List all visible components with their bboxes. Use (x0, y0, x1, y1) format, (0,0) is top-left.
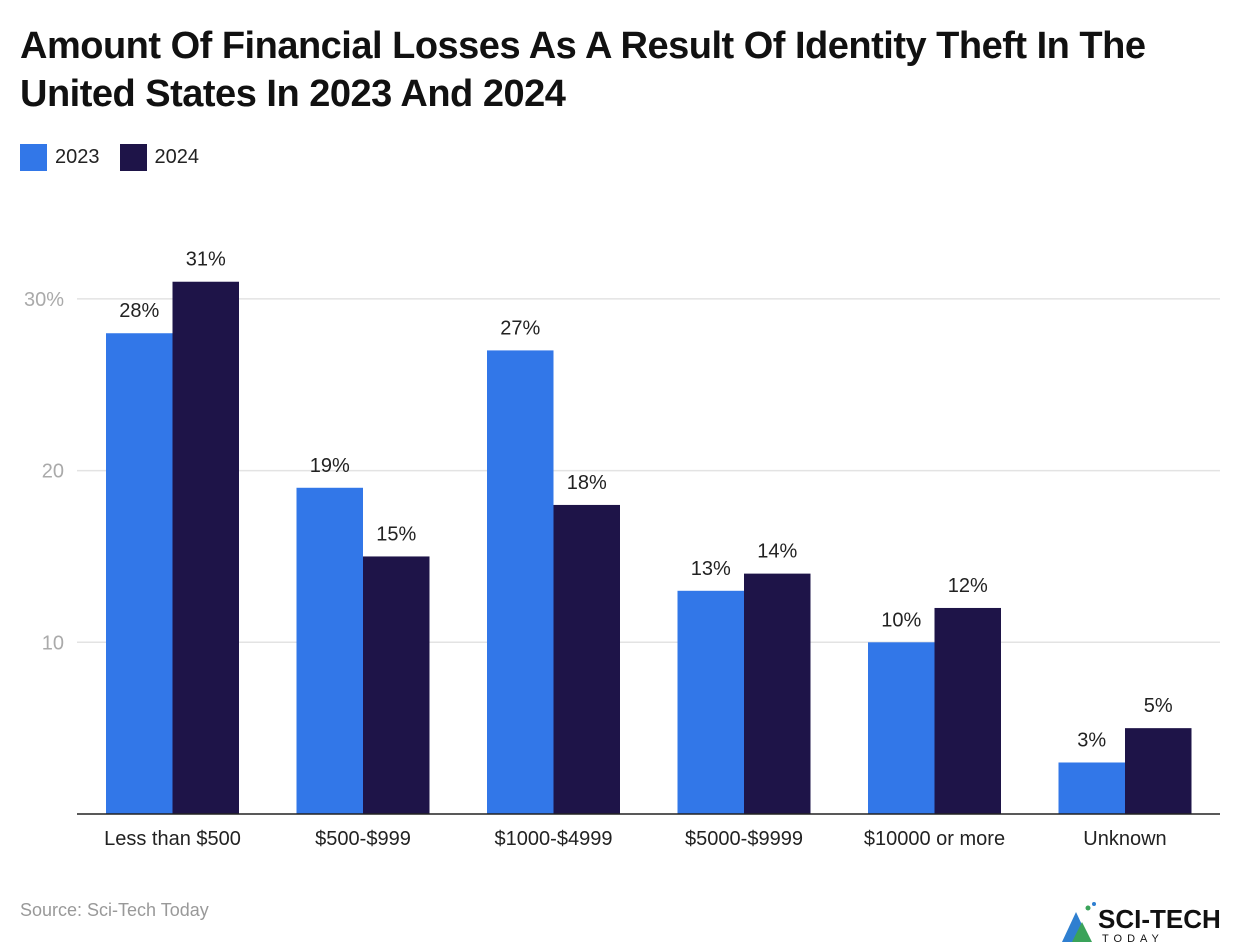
bar-2023 (868, 642, 935, 814)
x-tick-label: $1000-$4999 (495, 828, 613, 850)
data-label: 18% (567, 472, 607, 494)
x-tick-label: Less than $500 (104, 828, 241, 850)
data-label: 5% (1144, 695, 1173, 717)
bar-2024 (1125, 728, 1192, 814)
legend-swatch (119, 144, 147, 171)
bar-2023 (296, 487, 363, 814)
data-label: 13% (691, 558, 731, 580)
legend: 2023 2024 (20, 144, 199, 171)
y-tick-label: 20 (42, 461, 64, 483)
data-label: 19% (310, 455, 350, 477)
sci-tech-today-logo: SCI-TECH TODAY (1062, 902, 1221, 944)
bar-2024 (553, 504, 620, 814)
legend-label: 2023 (55, 146, 100, 168)
data-label: 28% (119, 300, 159, 322)
bar-2023 (487, 350, 554, 814)
bar-2024 (934, 607, 1001, 814)
bar-2023 (1058, 762, 1125, 814)
bar-2023 (677, 590, 744, 814)
data-label: 27% (500, 317, 540, 339)
data-label: 31% (186, 249, 226, 271)
bar-2024 (172, 281, 239, 815)
x-tick-label: Unknown (1083, 828, 1166, 850)
chart-title: Amount Of Financial Losses As A Result O… (20, 25, 1146, 115)
legend-item-2024: 2024 (119, 144, 200, 171)
bar-2024 (744, 573, 811, 814)
data-label: 14% (757, 541, 797, 563)
data-label: 15% (376, 523, 416, 545)
source-note: Source: Sci-Tech Today (20, 900, 209, 920)
data-label: 12% (948, 575, 988, 597)
x-tick-label: $10000 or more (864, 828, 1005, 850)
svg-text:TODAY: TODAY (1102, 933, 1164, 944)
legend-item-2023: 2023 (20, 144, 100, 171)
bar-2024 (363, 556, 430, 814)
legend-swatch (20, 144, 47, 171)
x-tick-label: $500-$999 (315, 828, 411, 850)
data-label: 10% (881, 609, 921, 631)
bar-2023 (106, 333, 173, 814)
y-tick-label: 30% (24, 289, 64, 311)
data-label: 3% (1077, 729, 1106, 751)
svg-text:SCI-TECH: SCI-TECH (1098, 904, 1221, 934)
y-tick-label: 10 (42, 632, 64, 654)
legend-label: 2024 (154, 146, 200, 168)
x-tick-label: $5000-$9999 (685, 828, 803, 850)
